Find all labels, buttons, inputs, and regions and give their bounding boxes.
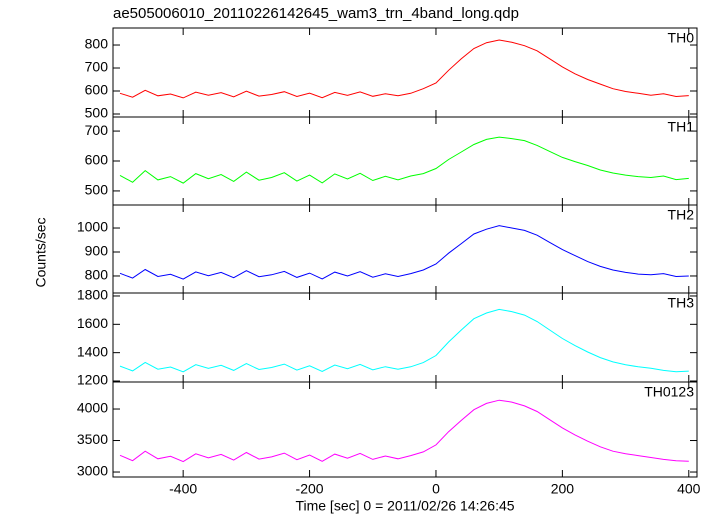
series-label: TH2 bbox=[668, 207, 695, 223]
x-axis-label: Time [sec] 0 = 2011/02/26 14:26:45 bbox=[295, 498, 514, 514]
series-line bbox=[119, 39, 689, 99]
chart-title: ae505006010_20110226142645_wam3_trn_4ban… bbox=[113, 5, 519, 22]
x-tick-label: -400 bbox=[169, 481, 197, 497]
y-tick-label: 1800 bbox=[77, 287, 108, 303]
y-tick-label: 600 bbox=[85, 82, 109, 98]
series-label: TH0 bbox=[668, 30, 695, 46]
y-tick-label: 700 bbox=[85, 59, 109, 75]
y-tick-label: 3000 bbox=[77, 463, 108, 479]
y-tick-label: 500 bbox=[85, 182, 109, 198]
y-tick-label: 1000 bbox=[77, 219, 108, 235]
series-line bbox=[119, 308, 689, 373]
panel-frame bbox=[112, 116, 698, 206]
y-tick-label: 800 bbox=[85, 36, 109, 52]
y-tick-label: 700 bbox=[85, 122, 109, 138]
series-label: TH0123 bbox=[644, 384, 694, 400]
y-tick-label: 1200 bbox=[77, 372, 108, 388]
y-axis-label: Counts/sec bbox=[33, 217, 49, 287]
x-tick-label: -200 bbox=[296, 481, 324, 497]
panel-frame bbox=[112, 292, 698, 383]
y-tick-label: 1600 bbox=[77, 315, 108, 331]
panel-frame bbox=[112, 204, 698, 294]
panel-frame bbox=[112, 381, 698, 478]
y-tick-label: 4000 bbox=[77, 400, 108, 416]
x-tick-label: 0 bbox=[432, 481, 440, 497]
series-label: TH1 bbox=[668, 119, 695, 135]
panel-frame bbox=[112, 27, 698, 118]
series-line bbox=[119, 399, 689, 463]
y-tick-label: 900 bbox=[85, 243, 109, 259]
y-tick-label: 3500 bbox=[77, 431, 108, 447]
series-line bbox=[119, 225, 689, 280]
y-tick-label: 1400 bbox=[77, 343, 108, 359]
series-label: TH3 bbox=[668, 295, 695, 311]
y-tick-label: 800 bbox=[85, 267, 109, 283]
x-tick-label: 400 bbox=[677, 481, 701, 497]
y-tick-label: 500 bbox=[85, 105, 109, 121]
x-tick-label: 200 bbox=[551, 481, 575, 497]
y-tick-label: 600 bbox=[85, 152, 109, 168]
series-line bbox=[119, 136, 689, 184]
